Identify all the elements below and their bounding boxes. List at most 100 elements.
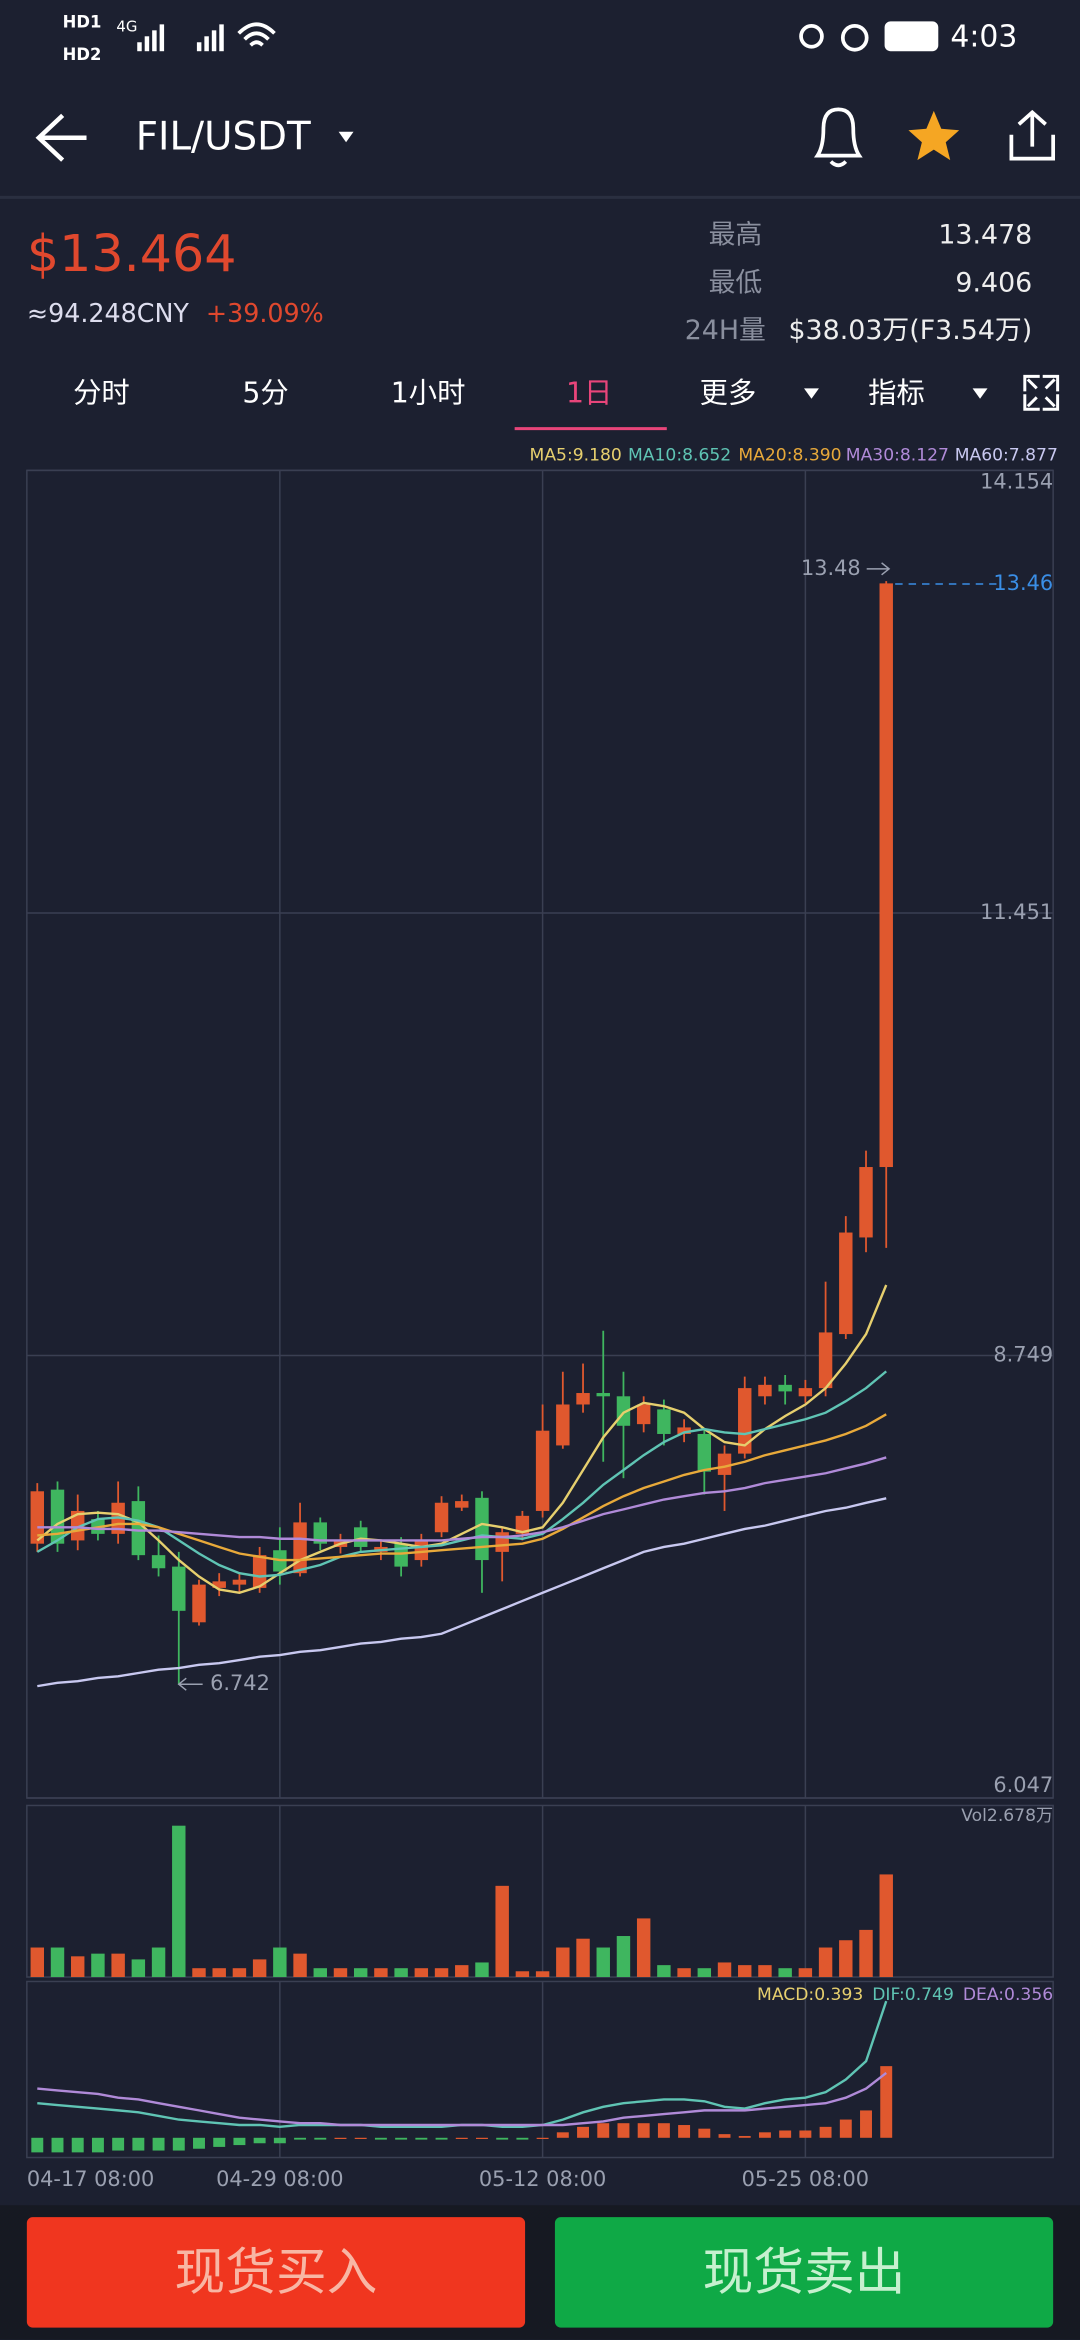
candle-body (778, 1384, 792, 1392)
macd-bar (91, 2137, 104, 2153)
tab[interactable]: 指标 (868, 376, 925, 409)
x-tick-label: 05-25 08:00 (742, 2167, 869, 2191)
fullscreen-button[interactable] (1023, 374, 1060, 411)
volume-bar (596, 1947, 610, 1978)
sell-label[interactable]: 现货卖出 (703, 2242, 906, 2301)
y-tick-label: 8.749 (993, 1343, 1053, 1367)
tab[interactable]: 5分 (242, 376, 288, 409)
y-tick-label: 14.154 (980, 469, 1053, 493)
x-tick-label: 04-29 08:00 (216, 2167, 343, 2191)
candle-body (657, 1409, 671, 1434)
volume-bar (434, 1968, 449, 1978)
pair-title[interactable]: FIL/USDT (136, 115, 311, 160)
volume-bar (758, 1965, 772, 1978)
candle-body (151, 1555, 166, 1569)
ma-line (37, 1497, 887, 1688)
last-price: $13.464 (27, 224, 237, 283)
legend-entry: MA10:8.652 (628, 445, 731, 465)
macd-label: DEA:0.356 (963, 1985, 1053, 2005)
volume-bar (111, 1953, 125, 1978)
candle-body (212, 1581, 226, 1588)
macd-bar (374, 2137, 387, 2140)
sim1: HD1 (63, 12, 102, 31)
macd-bar (31, 2137, 44, 2153)
eye-icon (799, 23, 824, 49)
alert-button[interactable] (813, 107, 863, 168)
clock: 4:03 (950, 19, 1017, 54)
macd-bar (435, 2137, 448, 2140)
candle-body (758, 1384, 772, 1397)
cny-price: ≈94.248CNY (27, 298, 190, 328)
volume-bar (172, 1825, 186, 1978)
share-button[interactable] (1009, 109, 1056, 161)
stat-value: 9.406 (955, 267, 1032, 298)
macd-bar (395, 2137, 408, 2140)
macd-bar (516, 2137, 529, 2140)
back-button[interactable] (35, 113, 87, 162)
candle-body (293, 1522, 307, 1574)
candle-body (455, 1501, 469, 1508)
buy-button[interactable] (26, 2217, 526, 2328)
low-marker: 6.742 (210, 1671, 270, 1695)
candle-body (839, 1232, 853, 1335)
macd-bar (172, 2137, 185, 2151)
volume-label: Vol2.678万 (961, 1806, 1053, 1826)
ma-line (37, 1456, 887, 1542)
volume-bar (333, 1968, 348, 1978)
tab[interactable]: 分时 (73, 376, 130, 409)
macd-bar (819, 2126, 832, 2138)
pair-dropdown[interactable] (338, 131, 354, 143)
tab[interactable]: 更多 (700, 376, 757, 409)
low-arrow (177, 1677, 203, 1691)
candle-body (495, 1532, 509, 1552)
stat-label: 最低 (709, 267, 763, 298)
legend-entry: MA20:8.390 (738, 445, 841, 465)
buy-label[interactable]: 现货买入 (175, 2242, 378, 2301)
candle-body (556, 1404, 570, 1446)
volume-bar (859, 1929, 873, 1978)
volume-bar (657, 1965, 671, 1978)
candle-body (232, 1579, 247, 1585)
stat-label: 最高 (709, 220, 763, 251)
volume-bar (717, 1962, 732, 1978)
volume-bar (91, 1953, 105, 1978)
macd-bar (273, 2137, 286, 2144)
macd-bar (314, 2137, 327, 2140)
macd-label: MACD:0.393 (757, 1985, 863, 2005)
candle-body (717, 1453, 732, 1475)
volume-bar (273, 1947, 287, 1978)
candle-body (818, 1332, 833, 1389)
candle-body (50, 1489, 65, 1544)
macd-bar (152, 2137, 165, 2151)
x-tick-label: 05-12 08:00 (479, 2167, 606, 2191)
tab[interactable]: 1小时 (391, 376, 466, 409)
ma-line (36, 1370, 887, 1578)
battery-icon (884, 21, 939, 52)
macd-label: DIF:0.749 (872, 1985, 954, 2005)
legend-entry: MA30:8.127 (846, 445, 949, 465)
volume-bar (677, 1968, 691, 1978)
macd-bar (577, 2126, 590, 2138)
signal-icons (137, 24, 224, 52)
volume-bar (535, 1971, 550, 1978)
high-arrow (866, 562, 891, 576)
candle-body (798, 1388, 813, 1397)
candle-body (677, 1427, 691, 1434)
candle-body (252, 1555, 267, 1588)
volume-bar (232, 1968, 247, 1978)
candle-body (596, 1393, 610, 1397)
volume-bar (879, 1874, 893, 1978)
change: +39.09% (206, 298, 324, 328)
tab-dropdown[interactable] (804, 388, 819, 399)
tab-dropdown[interactable] (972, 388, 988, 399)
candle-body (414, 1540, 429, 1561)
sell-button[interactable] (554, 2217, 1054, 2328)
tab[interactable]: 1日 (566, 376, 612, 409)
volume-bar (212, 1968, 226, 1978)
volume-bar (131, 1959, 146, 1978)
volume-bar (636, 1918, 651, 1978)
stat-value: $38.03万(F3.54万) (788, 315, 1032, 346)
candle-body (738, 1388, 752, 1454)
favorite-button[interactable] (908, 110, 960, 161)
